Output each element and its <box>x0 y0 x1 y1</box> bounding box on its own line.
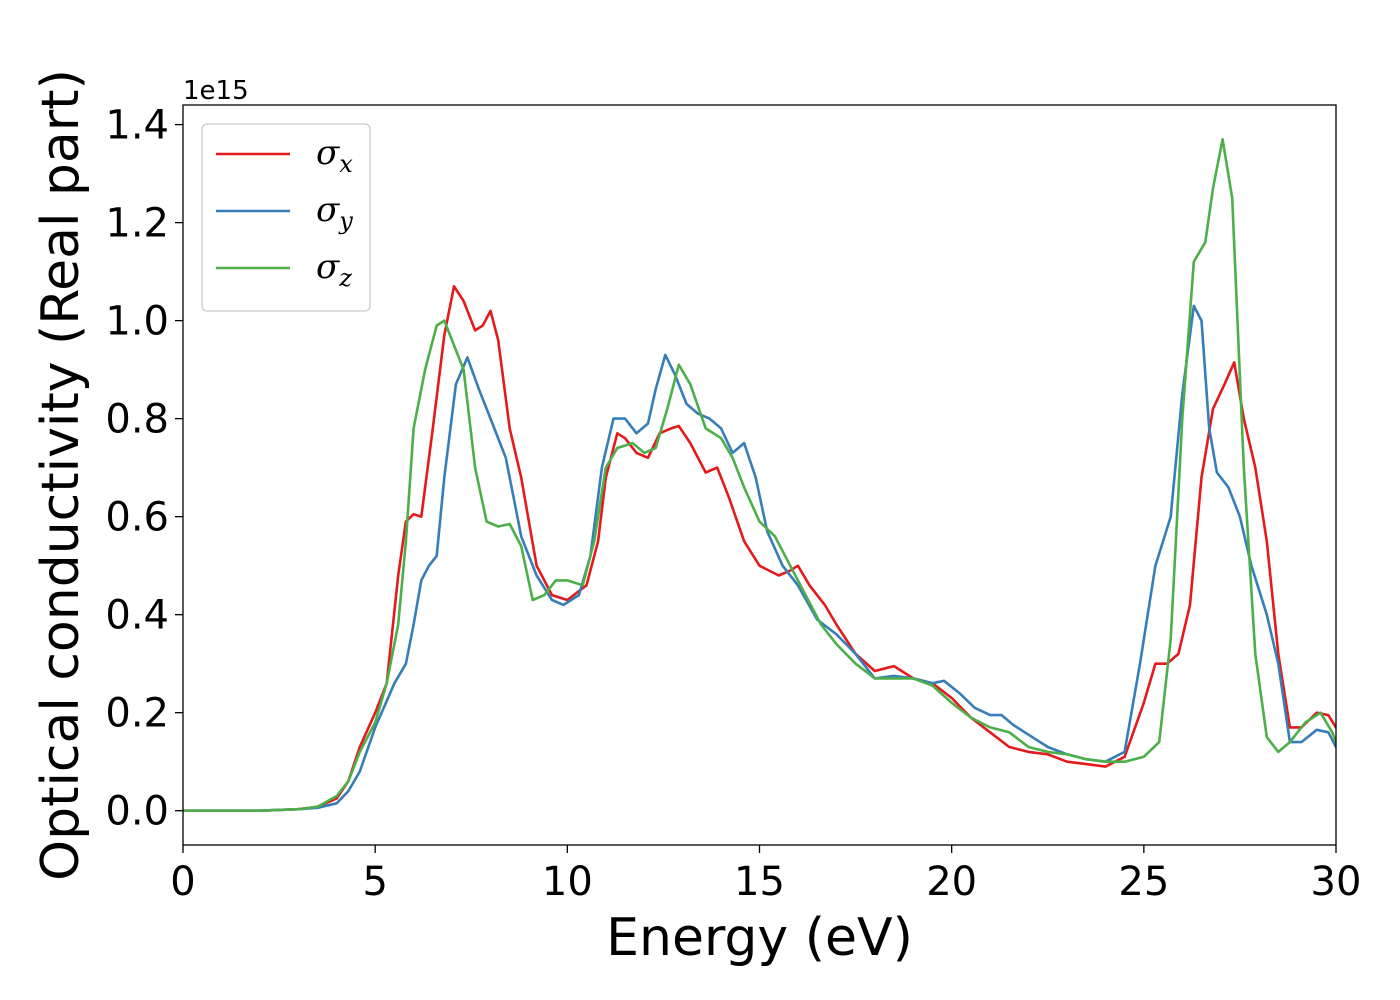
legend-label: σy <box>316 190 353 235</box>
y-tick-label: 1.0 <box>105 299 169 345</box>
y-axis-offset-label: 1e15 <box>183 76 249 106</box>
y-tick-label: 1.4 <box>105 103 169 149</box>
x-tick-label: 20 <box>926 859 977 905</box>
y-tick-label: 0.2 <box>105 691 169 737</box>
y-axis-ticks: 0.0 0.2 0.4 0.6 0.8 1.0 1.2 1.4 <box>105 103 183 835</box>
y-tick-label: 0.8 <box>105 397 169 443</box>
x-tick-label: 5 <box>362 859 387 905</box>
legend-label: σz <box>316 247 352 292</box>
y-tick-label: 1.2 <box>105 201 169 247</box>
x-axis-ticks: 0 5 10 15 20 25 30 <box>170 845 1361 905</box>
legend-box <box>201 123 371 312</box>
y-axis-label: Optical conductivity (Real part) <box>31 69 91 881</box>
series-layer <box>183 138 1336 812</box>
x-tick-label: 15 <box>734 859 785 905</box>
legend: σx σy σz <box>201 123 371 312</box>
y-tick-label: 0.4 <box>105 593 169 639</box>
y-tick-label: 0.6 <box>105 495 169 541</box>
x-tick-label: 10 <box>542 859 593 905</box>
series-line-σy <box>183 304 1336 812</box>
x-tick-label: 25 <box>1118 859 1169 905</box>
x-axis-label: Energy (eV) <box>606 908 913 968</box>
x-tick-label: 0 <box>170 859 195 905</box>
legend-label: σx <box>316 133 353 178</box>
y-tick-label: 0.0 <box>105 789 169 835</box>
series-line-σx <box>183 285 1336 812</box>
series-line-σz <box>183 138 1336 812</box>
x-tick-label: 30 <box>1311 859 1362 905</box>
